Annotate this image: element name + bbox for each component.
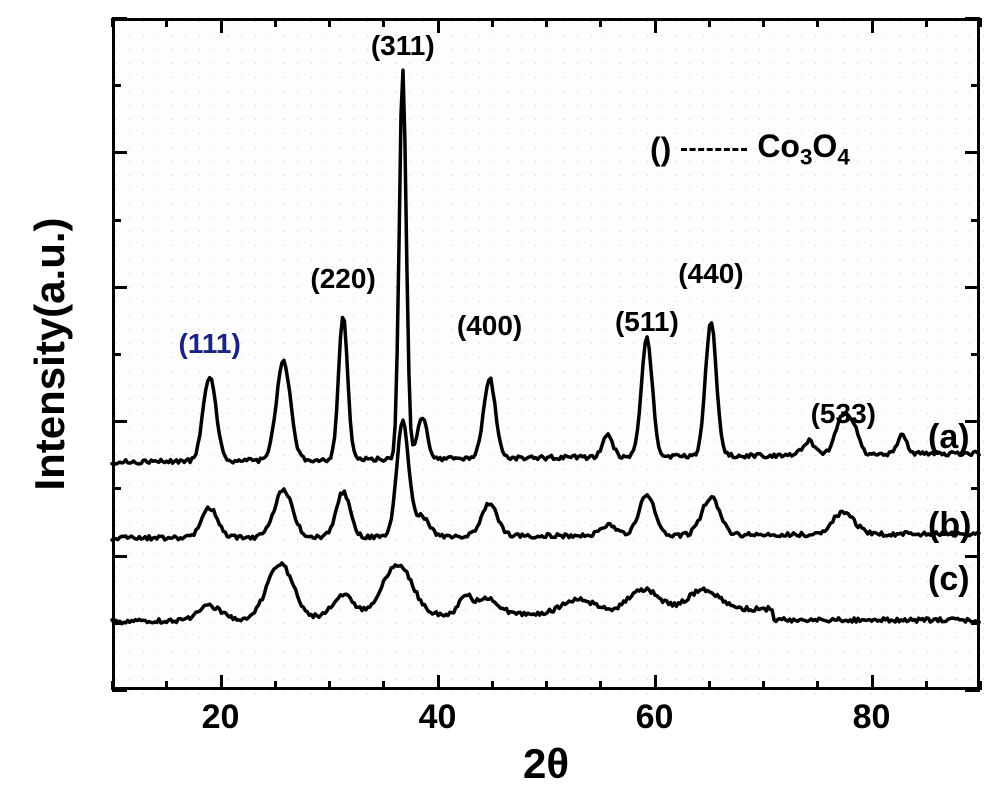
x-tick-label: 40 xyxy=(419,698,457,737)
x-tick xyxy=(708,681,711,690)
x-tick xyxy=(545,681,548,690)
x-tick xyxy=(328,681,331,690)
xrd-curve-b xyxy=(112,420,979,540)
y-tick-right xyxy=(965,555,980,558)
x-tick-top xyxy=(274,18,277,27)
x-tick-top xyxy=(599,18,602,27)
y-tick xyxy=(112,420,127,423)
x-axis-label: 2θ xyxy=(523,740,569,788)
curve-label: (a) xyxy=(928,418,970,457)
y-tick-right xyxy=(965,17,980,20)
y-tick xyxy=(112,219,121,222)
y-tick-right xyxy=(971,353,980,356)
x-tick-top xyxy=(762,18,765,27)
x-tick-top xyxy=(328,18,331,27)
peak-label: (111) xyxy=(179,328,241,360)
x-tick xyxy=(274,681,277,690)
y-tick xyxy=(112,286,127,289)
x-tick xyxy=(654,675,657,690)
y-tick xyxy=(112,487,121,490)
y-axis-label: Intensity(a.u.) xyxy=(26,217,74,490)
peak-label: (311) xyxy=(371,30,435,62)
x-tick xyxy=(762,681,765,690)
y-tick-right xyxy=(965,151,980,154)
y-tick xyxy=(112,622,121,625)
x-tick-label: 60 xyxy=(636,698,674,737)
y-tick xyxy=(112,353,121,356)
x-tick-top xyxy=(871,18,874,33)
x-tick-label: 20 xyxy=(202,698,240,737)
xrd-curve-c xyxy=(112,563,979,624)
x-tick-top xyxy=(925,18,928,27)
curve-label: (c) xyxy=(928,560,970,599)
peak-label: (220) xyxy=(310,263,375,295)
peak-label: (400) xyxy=(457,310,522,342)
x-tick-top xyxy=(382,18,385,27)
x-tick-top xyxy=(220,18,223,33)
y-tick xyxy=(112,17,127,20)
x-tick xyxy=(871,675,874,690)
x-tick xyxy=(165,681,168,690)
x-tick-top xyxy=(165,18,168,27)
legend-dash-icon xyxy=(681,148,747,151)
peak-label: (533) xyxy=(811,398,876,430)
x-tick xyxy=(491,681,494,690)
y-tick-right xyxy=(965,689,980,692)
legend-prefix: () xyxy=(650,131,671,168)
x-tick xyxy=(220,675,223,690)
curve-label: (b) xyxy=(928,506,971,545)
x-tick-top xyxy=(816,18,819,27)
legend-text: Co3O4 xyxy=(757,128,849,170)
y-tick-right xyxy=(971,487,980,490)
y-tick xyxy=(112,151,127,154)
x-tick-top xyxy=(654,18,657,33)
legend: () Co3O4 xyxy=(650,128,850,170)
y-tick xyxy=(112,555,127,558)
xrd-figure: Intensity(a.u.) 2θ 20 40 60 80 () Co3O4 (111) (… xyxy=(0,0,1000,793)
y-tick-right xyxy=(965,286,980,289)
x-tick-label: 80 xyxy=(853,698,891,737)
x-tick xyxy=(599,681,602,690)
y-tick-right xyxy=(971,84,980,87)
y-tick xyxy=(112,689,127,692)
peak-label: (440) xyxy=(678,258,743,290)
x-tick-top xyxy=(545,18,548,27)
y-tick-right xyxy=(971,622,980,625)
y-tick-right xyxy=(971,219,980,222)
y-tick xyxy=(112,84,121,87)
x-tick-top xyxy=(708,18,711,27)
x-tick-top xyxy=(491,18,494,27)
peak-label: (511) xyxy=(615,306,679,338)
x-tick xyxy=(437,675,440,690)
curves-svg xyxy=(0,0,1000,793)
x-tick-top xyxy=(437,18,440,33)
x-tick xyxy=(382,681,385,690)
x-tick xyxy=(925,681,928,690)
x-tick xyxy=(816,681,819,690)
